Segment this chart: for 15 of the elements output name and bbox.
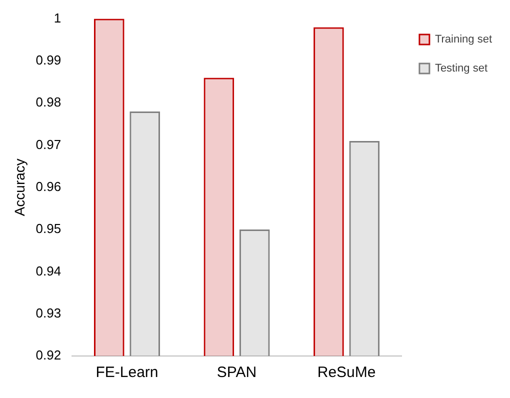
y-tick-label: 0.96 (36, 178, 62, 194)
legend-label: Testing set (434, 62, 488, 75)
y-tick-label: 0.93 (36, 305, 62, 320)
y-tick-label: 0.98 (36, 94, 62, 110)
y-tick-label: 0.94 (36, 263, 62, 278)
y-tick-label: 0.97 (36, 136, 62, 152)
legend-label: Training set (434, 34, 492, 46)
y-tick-label: 0.99 (36, 52, 62, 68)
x-tick-label: FE-Learn (96, 364, 158, 382)
x-tick-label: ReSuMe (317, 364, 376, 382)
y-tick-label: 1 (54, 10, 62, 26)
y-axis-title: Accuracy (11, 158, 28, 216)
x-tick-label: SPAN (216, 364, 257, 382)
y-tick-label: 0.95 (36, 221, 62, 236)
y-tick-label: 0.92 (36, 348, 62, 363)
